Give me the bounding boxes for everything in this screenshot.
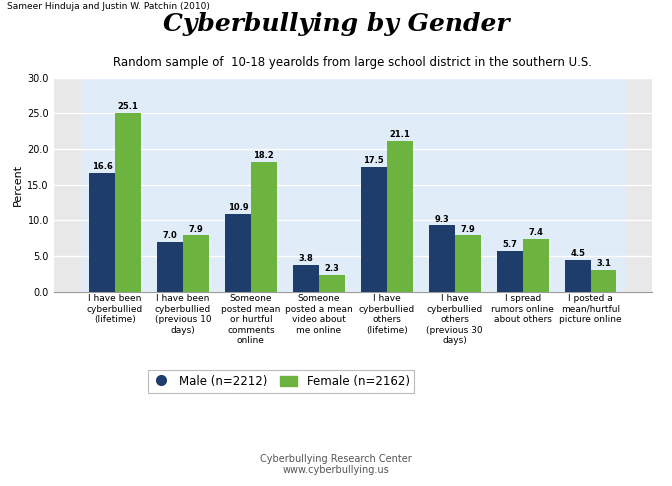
Text: 7.9: 7.9 [188,225,203,233]
Bar [225,214,251,292]
Bar [293,264,319,292]
Text: Sameer Hinduja and Justin W. Patchin (2010): Sameer Hinduja and Justin W. Patchin (20… [7,2,210,12]
Text: 21.1: 21.1 [389,130,410,139]
Bar [183,235,209,292]
Bar [217,78,285,292]
Bar [565,260,591,292]
Bar [319,275,345,292]
Text: Random sample of  10-18 yearolds from large school district in the southern U.S.: Random sample of 10-18 yearolds from lar… [114,56,592,69]
Bar [455,235,480,292]
Bar [556,78,625,292]
Bar [429,226,455,292]
Text: 18.2: 18.2 [253,151,274,160]
Text: 17.5: 17.5 [364,156,384,165]
Bar [251,162,277,292]
Bar [361,167,387,292]
Y-axis label: Percent: Percent [13,164,23,206]
Bar [497,251,523,292]
Text: 9.3: 9.3 [435,214,449,224]
Text: 25.1: 25.1 [118,102,138,111]
Text: 7.4: 7.4 [528,228,543,237]
Text: 3.1: 3.1 [596,259,611,268]
Bar [149,78,217,292]
Bar [353,78,421,292]
Bar [387,141,413,292]
Bar [285,78,353,292]
Text: 16.6: 16.6 [91,162,112,172]
Text: 4.5: 4.5 [571,249,585,258]
Bar [421,78,489,292]
Legend: Male (n=2212), Female (n=2162): Male (n=2212), Female (n=2162) [148,370,415,393]
Text: 5.7: 5.7 [503,240,517,249]
Bar [591,270,616,292]
Bar [157,242,183,292]
Bar [115,113,140,292]
Text: 7.0: 7.0 [163,231,177,240]
Text: www.cyberbullying.us: www.cyberbullying.us [283,465,389,475]
Bar [489,78,556,292]
Text: 3.8: 3.8 [298,254,313,263]
Text: 7.9: 7.9 [460,225,475,233]
Bar [523,239,548,292]
Bar [89,174,115,292]
Bar [81,78,149,292]
Text: Cyberbullying Research Center: Cyberbullying Research Center [260,454,412,464]
Text: Cyberbullying by Gender: Cyberbullying by Gender [163,12,509,36]
Text: 10.9: 10.9 [228,203,248,212]
Text: 2.3: 2.3 [325,264,339,274]
